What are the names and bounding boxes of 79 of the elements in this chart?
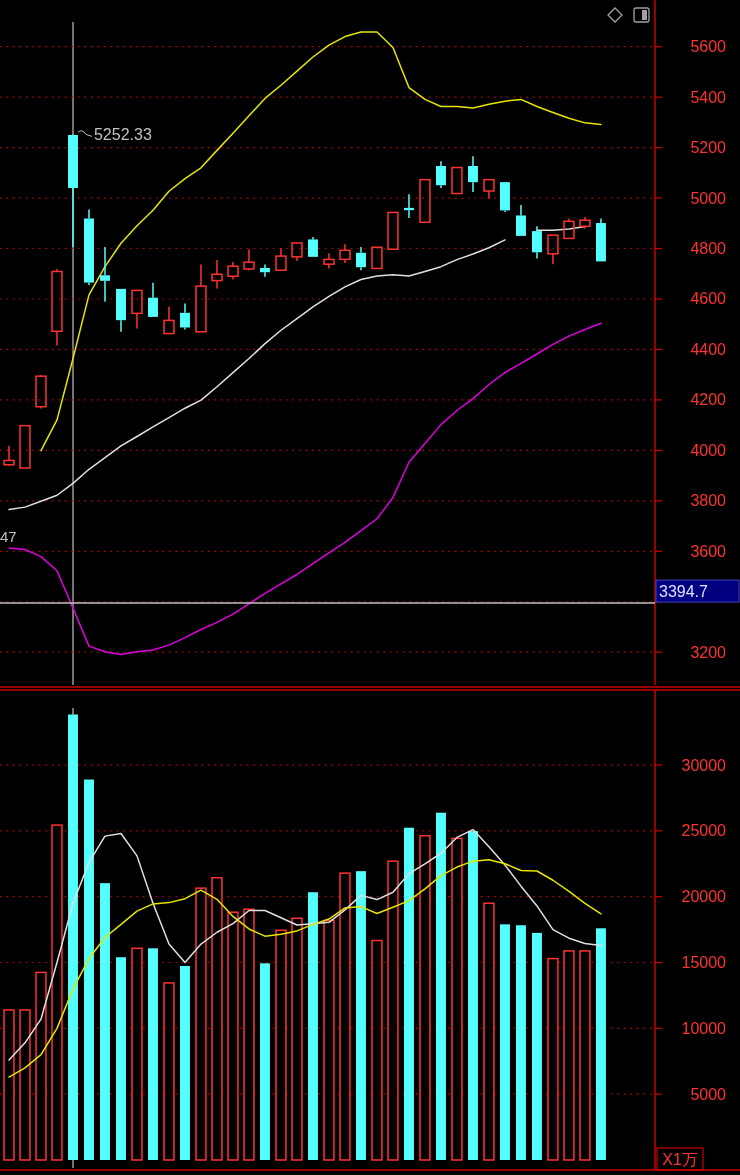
y-tick-label: 20000 (681, 888, 727, 906)
candlestick (579, 216, 591, 230)
bar (180, 965, 190, 1160)
candlestick (436, 160, 446, 189)
y-tick-label: 4600 (690, 290, 727, 308)
bar (436, 812, 446, 1160)
bar (483, 902, 495, 1161)
y-tick-label: 3200 (690, 643, 727, 661)
annotation: 5252.33 (93, 125, 152, 143)
y-tick-label: 4400 (690, 340, 727, 358)
y-tick-label: 4800 (690, 240, 727, 258)
bar (451, 837, 463, 1161)
y-tick-label: 5000 (690, 1085, 727, 1103)
candlestick (339, 243, 351, 264)
candlestick (180, 302, 190, 331)
bar (275, 929, 287, 1161)
bar (35, 971, 47, 1161)
bar (291, 917, 303, 1161)
bar (579, 950, 591, 1161)
bar (3, 1009, 15, 1161)
bar (387, 860, 399, 1161)
candlestick (532, 225, 542, 260)
bar (356, 871, 366, 1160)
y-axis-title: X1万 (662, 1150, 698, 1168)
bar (339, 872, 351, 1161)
bar (308, 892, 318, 1160)
y-tick-label: 10000 (681, 1019, 727, 1037)
y-tick-label: 5200 (690, 139, 727, 157)
bar (243, 908, 255, 1161)
candlestick (323, 252, 335, 270)
candlestick (211, 259, 223, 290)
bar (163, 982, 175, 1161)
line-series (8, 828, 602, 1061)
candlestick (468, 155, 478, 193)
bar (404, 827, 414, 1160)
y-tick-label: 5000 (690, 189, 727, 207)
bar (131, 947, 143, 1161)
annotation: 47 (0, 527, 17, 545)
candlestick (68, 134, 78, 248)
bar (100, 883, 110, 1160)
y-tick-label: 3800 (690, 492, 727, 510)
bar (68, 714, 78, 1160)
y-tick-label: 3600 (690, 542, 727, 560)
bar (51, 824, 63, 1161)
bar (596, 928, 606, 1160)
line-series (8, 859, 602, 1078)
bar (371, 939, 383, 1161)
candlestick (227, 261, 239, 281)
bar (532, 932, 542, 1160)
bar (419, 834, 431, 1161)
candlestick (356, 246, 366, 271)
bar (547, 957, 559, 1161)
y-tick-label: 25000 (681, 822, 727, 840)
candlestick (100, 246, 110, 303)
candlestick (260, 263, 270, 278)
bar (323, 919, 335, 1161)
candlestick (3, 445, 15, 466)
bar (116, 957, 126, 1160)
candlestick (51, 268, 63, 347)
bar (500, 924, 510, 1160)
y-tick-label: 4200 (690, 391, 727, 409)
candlestick (84, 208, 94, 286)
line-series (40, 31, 602, 452)
bar (260, 963, 270, 1160)
bar (19, 1009, 31, 1161)
bar (195, 887, 207, 1161)
bar (211, 876, 223, 1161)
bar (516, 925, 526, 1160)
ref-line-label: 3394.7 (659, 582, 709, 600)
bar (148, 948, 158, 1160)
bar (84, 779, 94, 1160)
y-tick-label: 5600 (690, 38, 727, 56)
bar (563, 950, 575, 1161)
y-tick-label: 4000 (690, 441, 727, 459)
y-tick-label: 5400 (690, 88, 727, 106)
y-tick-label: 15000 (681, 954, 727, 972)
bar (468, 831, 478, 1160)
bar (227, 911, 239, 1161)
y-tick-label: 30000 (681, 756, 727, 774)
